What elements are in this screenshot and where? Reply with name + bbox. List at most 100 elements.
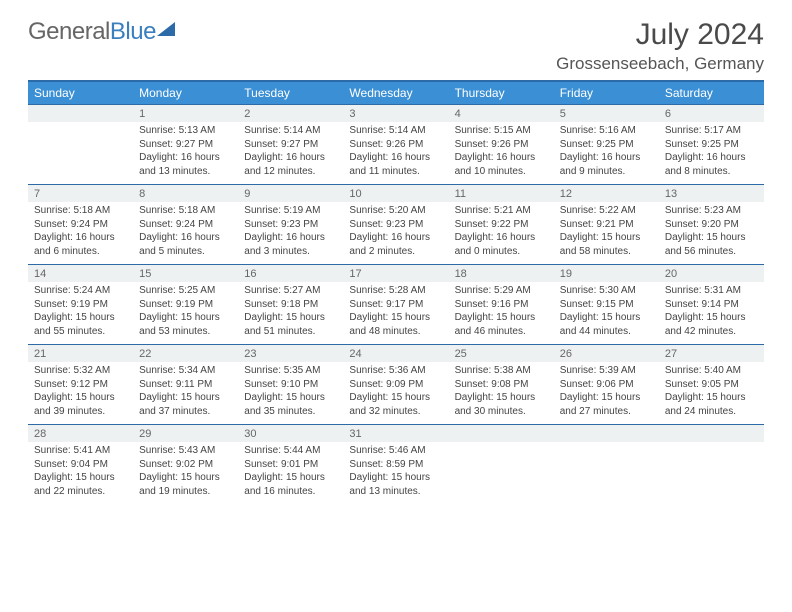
- detail-line: Sunset: 9:25 PM: [560, 138, 653, 152]
- detail-line: and 0 minutes.: [455, 245, 548, 259]
- day-number: 11: [449, 185, 554, 203]
- day-number: 10: [343, 185, 448, 203]
- day-number: 7: [28, 185, 133, 203]
- calendar-page: GeneralBlue July 2024 Grossenseebach, Ge…: [0, 0, 792, 514]
- detail-line: and 30 minutes.: [455, 405, 548, 419]
- detail-line: Sunrise: 5:13 AM: [139, 124, 232, 138]
- detail-line: Sunset: 9:04 PM: [34, 458, 127, 472]
- logo-general: General: [28, 18, 110, 45]
- day-detail: [449, 442, 554, 504]
- detail-line: and 32 minutes.: [349, 405, 442, 419]
- weekday-header: Monday: [133, 81, 238, 105]
- detail-line: Sunrise: 5:25 AM: [139, 284, 232, 298]
- day-detail: Sunrise: 5:17 AMSunset: 9:25 PMDaylight:…: [659, 122, 764, 185]
- detail-line: Sunset: 9:08 PM: [455, 378, 548, 392]
- detail-line: Daylight: 15 hours: [349, 471, 442, 485]
- day-detail: Sunrise: 5:14 AMSunset: 9:26 PMDaylight:…: [343, 122, 448, 185]
- detail-line: and 13 minutes.: [349, 485, 442, 499]
- day-number: 8: [133, 185, 238, 203]
- day-detail: Sunrise: 5:24 AMSunset: 9:19 PMDaylight:…: [28, 282, 133, 345]
- day-number-row: 78910111213: [28, 185, 764, 203]
- detail-line: Sunrise: 5:40 AM: [665, 364, 758, 378]
- day-detail-row: Sunrise: 5:18 AMSunset: 9:24 PMDaylight:…: [28, 202, 764, 265]
- detail-line: Daylight: 15 hours: [665, 231, 758, 245]
- day-detail: Sunrise: 5:31 AMSunset: 9:14 PMDaylight:…: [659, 282, 764, 345]
- detail-line: Sunrise: 5:21 AM: [455, 204, 548, 218]
- detail-line: Daylight: 16 hours: [455, 151, 548, 165]
- day-detail-row: Sunrise: 5:13 AM Sunset: 9:27 PM Daylight:…: [28, 122, 764, 185]
- detail-line: Sunrise: 5:23 AM: [665, 204, 758, 218]
- detail-line: and 27 minutes.: [560, 405, 653, 419]
- day-detail: Sunrise: 5:16 AMSunset: 9:25 PMDaylight:…: [554, 122, 659, 185]
- detail-line: Sunset: 9:12 PM: [34, 378, 127, 392]
- day-detail: Sunrise: 5:38 AMSunset: 9:08 PMDaylight:…: [449, 362, 554, 425]
- detail-line: Daylight: 16 hours: [244, 231, 337, 245]
- day-number: 21: [28, 345, 133, 363]
- day-detail: Sunrise: 5:19 AMSunset: 9:23 PMDaylight:…: [238, 202, 343, 265]
- detail-line: and 3 minutes.: [244, 245, 337, 259]
- detail-line: and 5 minutes.: [139, 245, 232, 259]
- day-detail: Sunrise: 5:20 AMSunset: 9:23 PMDaylight:…: [343, 202, 448, 265]
- day-number: 27: [659, 345, 764, 363]
- detail-line: Sunrise: 5:41 AM: [34, 444, 127, 458]
- day-detail: Sunrise: 5:36 AMSunset: 9:09 PMDaylight:…: [343, 362, 448, 425]
- month-title: July 2024: [556, 18, 764, 52]
- detail-line: Sunrise: 5:18 AM: [139, 204, 232, 218]
- day-detail: Sunrise: 5:44 AMSunset: 9:01 PMDaylight:…: [238, 442, 343, 504]
- day-number: 17: [343, 265, 448, 283]
- detail-line: Sunset: 9:27 PM: [244, 138, 337, 152]
- day-detail-row: Sunrise: 5:41 AMSunset: 9:04 PM Daylight:…: [28, 442, 764, 504]
- weekday-header: Saturday: [659, 81, 764, 105]
- detail-line: and 16 minutes.: [244, 485, 337, 499]
- detail-line: Sunrise: 5:18 AM: [34, 204, 127, 218]
- day-detail: Sunrise: 5:46 AMSunset: 8:59 PMDaylight:…: [343, 442, 448, 504]
- day-number: 20: [659, 265, 764, 283]
- detail-line: and 51 minutes.: [244, 325, 337, 339]
- detail-line: Sunset: 9:16 PM: [455, 298, 548, 312]
- detail-line: and 48 minutes.: [349, 325, 442, 339]
- day-number: 23: [238, 345, 343, 363]
- day-number: 1: [133, 105, 238, 123]
- detail-line: Sunset: 9:24 PM: [34, 218, 127, 232]
- detail-line: Sunset: 9:26 PM: [455, 138, 548, 152]
- detail-line: Sunrise: 5:32 AM: [34, 364, 127, 378]
- detail-line: and 9 minutes.: [560, 165, 653, 179]
- detail-line: Daylight: 15 hours: [560, 311, 653, 325]
- day-detail: Sunrise: 5:34 AMSunset: 9:11 PMDaylight:…: [133, 362, 238, 425]
- day-detail-row: Sunrise: 5:24 AMSunset: 9:19 PMDaylight:…: [28, 282, 764, 345]
- detail-line: Sunset: 9:22 PM: [455, 218, 548, 232]
- detail-line: Sunset: 9:10 PM: [244, 378, 337, 392]
- day-number-row: 123456: [28, 105, 764, 123]
- day-detail: Sunrise: 5:14 AMSunset: 9:27 PMDaylight:…: [238, 122, 343, 185]
- day-detail: [554, 442, 659, 504]
- day-number: [659, 425, 764, 443]
- logo-blue: Blue: [110, 18, 156, 45]
- detail-line: Sunrise: 5:38 AM: [455, 364, 548, 378]
- day-number-row: 14151617181920: [28, 265, 764, 283]
- detail-line: Daylight: 15 hours: [139, 311, 232, 325]
- day-number: 30: [238, 425, 343, 443]
- detail-line: Daylight: 15 hours: [349, 391, 442, 405]
- detail-line: Sunset: 9:06 PM: [560, 378, 653, 392]
- day-number: 3: [343, 105, 448, 123]
- detail-line: Daylight: 15 hours: [455, 391, 548, 405]
- detail-line: Sunset: 9:14 PM: [665, 298, 758, 312]
- detail-line: and 24 minutes.: [665, 405, 758, 419]
- day-number: 19: [554, 265, 659, 283]
- detail-line: and 10 minutes.: [455, 165, 548, 179]
- detail-line: Daylight: 15 hours: [244, 311, 337, 325]
- day-number: [554, 425, 659, 443]
- detail-line: and 56 minutes.: [665, 245, 758, 259]
- day-number: 15: [133, 265, 238, 283]
- day-detail: Sunrise: 5:15 AMSunset: 9:26 PMDaylight:…: [449, 122, 554, 185]
- day-number-row: 21222324252627: [28, 345, 764, 363]
- detail-line: Sunrise: 5:16 AM: [560, 124, 653, 138]
- day-number-row: 28293031: [28, 425, 764, 443]
- detail-line: Daylight: 15 hours: [665, 311, 758, 325]
- detail-line: Sunset: 9:25 PM: [665, 138, 758, 152]
- day-number: 24: [343, 345, 448, 363]
- logo: GeneralBlue: [28, 18, 175, 46]
- weekday-header-row: Sunday Monday Tuesday Wednesday Thursday…: [28, 81, 764, 105]
- detail-line: Daylight: 15 hours: [139, 391, 232, 405]
- detail-line: and 11 minutes.: [349, 165, 442, 179]
